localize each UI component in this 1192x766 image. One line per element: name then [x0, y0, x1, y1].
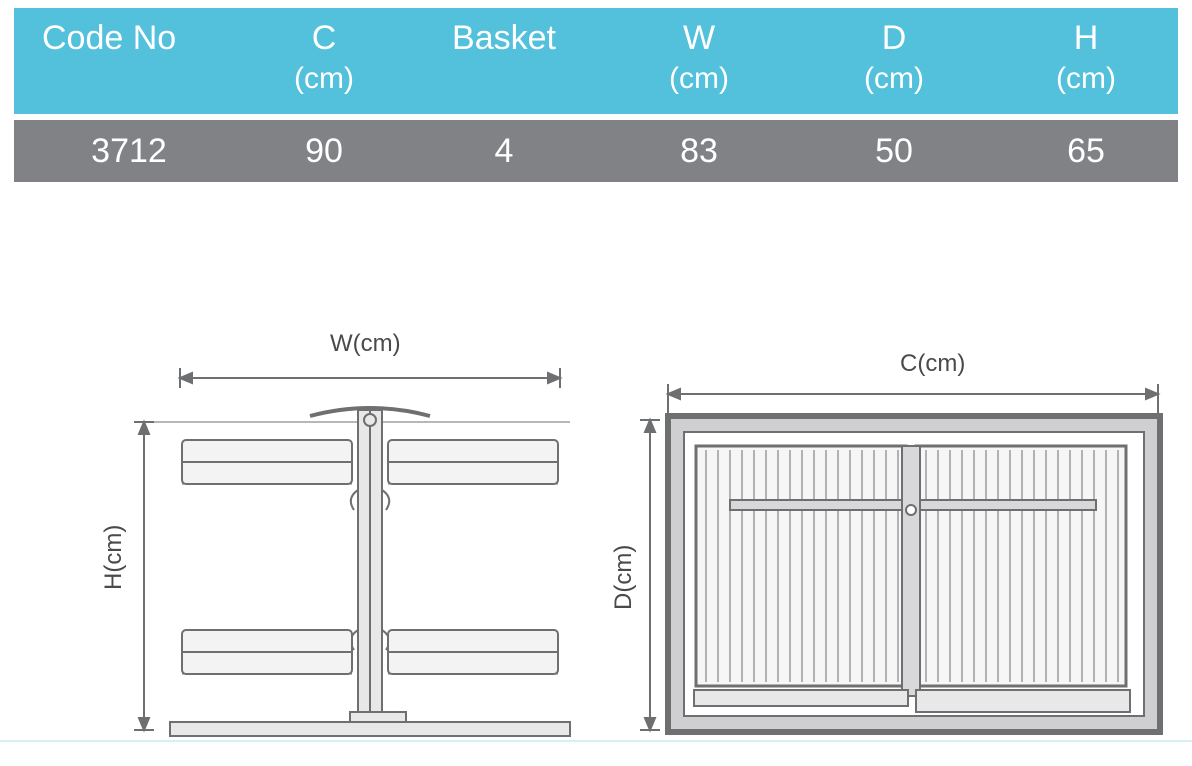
col-header-w: W (cm) — [604, 18, 794, 97]
col-sublabel: (cm) — [244, 61, 404, 97]
cell-basket: 4 — [404, 131, 604, 172]
col-label: W — [683, 19, 715, 57]
col-sublabel: (cm) — [794, 61, 994, 97]
top-view-diagram: C(cm) D(cm) — [610, 350, 1170, 750]
table-row: 3712 90 4 83 50 65 — [14, 120, 1178, 182]
col-label: Basket — [452, 19, 556, 57]
front-view-diagram: W(cm) H(cm) — [100, 330, 580, 750]
col-label: C — [312, 19, 337, 57]
col-header-code: Code No — [14, 18, 244, 59]
top-view-svg — [610, 350, 1170, 750]
col-header-basket: Basket — [404, 18, 604, 59]
col-label: Code No — [42, 19, 176, 57]
cell-w: 83 — [604, 131, 794, 172]
col-header-c: C (cm) — [244, 18, 404, 97]
col-label: H — [1074, 19, 1099, 57]
col-label: D — [882, 19, 907, 57]
d-label: D(cm) — [610, 545, 638, 610]
height-label: H(cm) — [100, 525, 128, 590]
c-label: C(cm) — [900, 350, 965, 378]
col-sublabel: (cm) — [604, 61, 794, 97]
col-header-h: H (cm) — [994, 18, 1178, 97]
width-label: W(cm) — [330, 330, 401, 358]
cell-d: 50 — [794, 131, 994, 172]
front-view-svg — [100, 330, 580, 750]
spec-table: Code No C (cm) Basket W (cm) D (cm) H (c… — [14, 8, 1178, 182]
cell-c: 90 — [244, 131, 404, 172]
table-header-row: Code No C (cm) Basket W (cm) D (cm) H (c… — [14, 8, 1178, 114]
dimension-diagrams: W(cm) H(cm) — [100, 330, 1180, 750]
col-header-d: D (cm) — [794, 18, 994, 97]
cell-code: 3712 — [14, 131, 244, 172]
col-sublabel: (cm) — [994, 61, 1178, 97]
page-baseline — [0, 740, 1192, 742]
cell-h: 65 — [994, 131, 1178, 172]
